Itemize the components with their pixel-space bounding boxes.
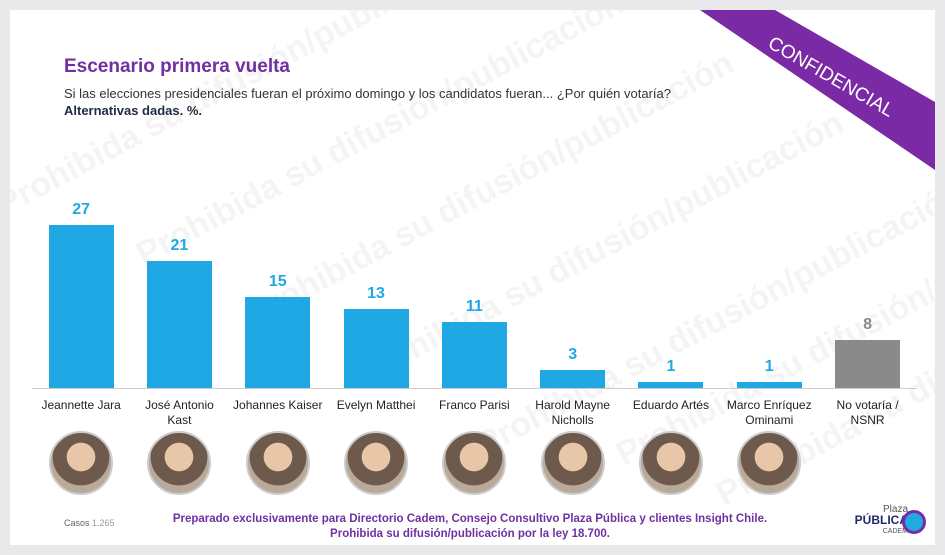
chart-title: Escenario primera vuelta [64, 56, 290, 77]
baseline [32, 388, 917, 389]
logo-main: PÚBLICA [854, 513, 908, 527]
cases-value: 1.265 [92, 518, 115, 528]
banner [700, 10, 935, 170]
logo: Plaza PÚBLICA CADEM [838, 504, 908, 537]
value-label: 8 [863, 315, 872, 333]
value-label: 13 [367, 285, 385, 303]
stamp-banner: CONFIDENCIAL [700, 10, 935, 170]
value-label: 15 [268, 273, 287, 291]
category-label: Franco Parisi [439, 398, 510, 412]
bar [441, 321, 507, 388]
category-label: Johannes Kaiser [233, 398, 323, 412]
candidate-photo [540, 431, 605, 495]
category-label: José Antonio Kast [145, 398, 214, 427]
candidate-photo [344, 431, 409, 495]
logo-sub: CADEM [882, 528, 908, 535]
category-label: No votaría / NSNR [836, 398, 899, 427]
note: Alternativas dadas. %. [64, 103, 202, 118]
value-label: 21 [170, 237, 189, 255]
footer-line: Preparado exclusivamente para Directorio… [172, 513, 768, 525]
subtitle: Si las elecciones presidenciales fueran … [64, 86, 672, 101]
value-label: 11 [465, 297, 483, 315]
footer-line: Prohibida su difusión/publicación por la… [330, 528, 610, 540]
candidate-photo [245, 431, 310, 495]
category-label: Evelyn Matthei [336, 398, 416, 412]
bar [48, 224, 114, 388]
logo-icon [902, 510, 926, 534]
bar [638, 381, 704, 388]
value-label: 1 [764, 357, 774, 375]
chart: 27 Jeannette Jara 21 José Antonio Kast 15 Joh… [10, 10, 935, 510]
candidate-photo [49, 431, 114, 495]
category-label: Marco Enríquez Ominami [726, 398, 812, 427]
category-label: Harold Mayne Nicholls [535, 398, 610, 427]
category-label: Jeannette Jara [41, 398, 121, 412]
category-label: Eduardo Artés [632, 398, 709, 412]
bar [540, 369, 606, 388]
bar [343, 309, 409, 388]
candidate-photo [147, 431, 212, 495]
logo-top: Plaza [882, 504, 908, 515]
candidate-photo [737, 431, 802, 495]
slide: Prohibida su difusión/publicaciónProhibi… [10, 10, 935, 545]
footer: Preparado exclusivamente para Directorio… [110, 512, 830, 542]
value-label: 27 [72, 200, 91, 218]
value-label: 1 [666, 357, 676, 375]
bar [736, 381, 802, 388]
cases: Casos 1.265 [64, 518, 115, 528]
bar [835, 339, 901, 388]
bar [245, 297, 311, 388]
cases-label: Casos [64, 518, 90, 528]
candidate-photo [638, 431, 703, 495]
bar [146, 261, 212, 388]
candidate-photo [442, 431, 507, 495]
value-label: 3 [568, 345, 578, 363]
